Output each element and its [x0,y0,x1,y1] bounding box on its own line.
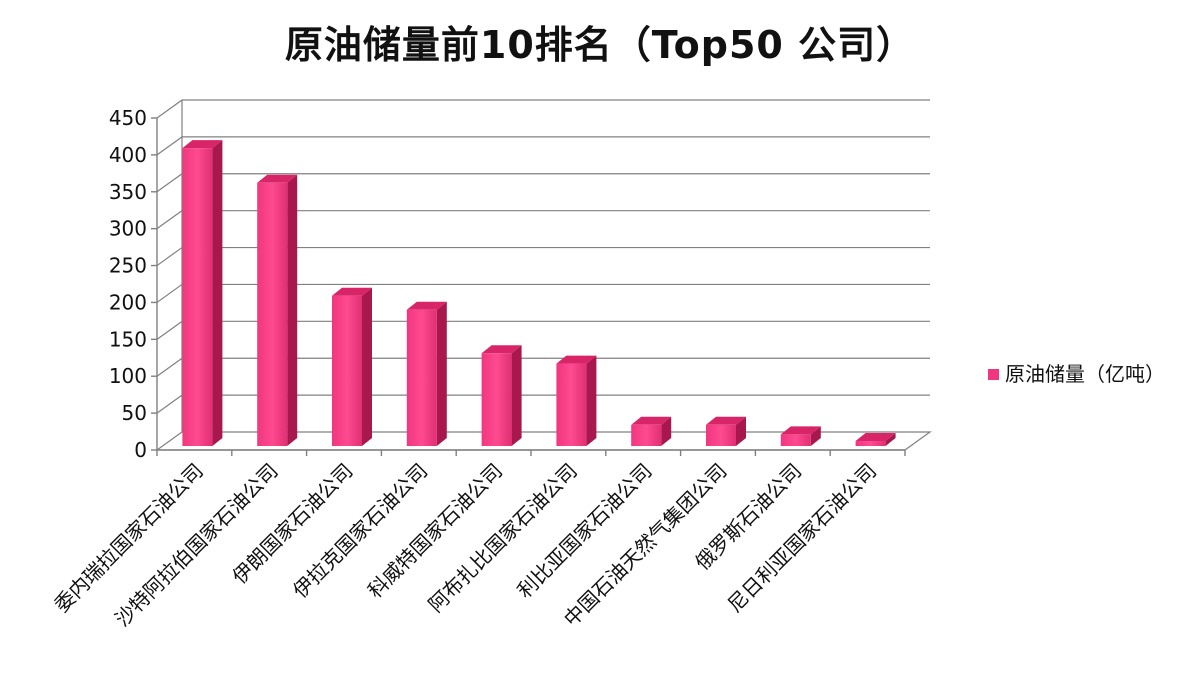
bar [780,426,821,446]
bar [406,301,447,446]
chart-title: 原油储量前10排名（Top50 公司） [284,23,916,67]
bar-side [212,140,223,446]
x-category-label: 利比亚国家石油公司 [512,459,656,603]
bar-side [511,345,522,446]
gridline-side [156,394,183,414]
bar-front [631,424,662,446]
gridline-side [156,99,183,119]
gridlines [156,99,930,432]
y-tick-label: 300 [109,217,147,241]
bar-side [736,416,746,446]
bar-front [780,434,811,446]
gridline-side [156,210,183,230]
x-category-labels: 委内瑞拉国家石油公司沙特阿拉伯国家石油公司伊朗国家石油公司伊拉克国家石油公司科威… [50,459,882,632]
bar-top [257,174,298,183]
x-category-label: 阿布扎比国家石油公司 [424,459,582,617]
y-tick-label: 150 [109,327,147,351]
bar-front [706,424,736,446]
gridline-side [156,320,183,340]
bar [257,174,298,446]
x-category-label: 委内瑞拉国家石油公司 [50,459,208,617]
bar-top [780,426,821,435]
y-tick-label: 50 [122,401,147,425]
y-tick-label: 450 [109,106,147,130]
bar [182,140,223,446]
bar-side [661,416,672,446]
bar-top [631,416,672,425]
y-tick-label: 0 [134,438,147,462]
bar-side [810,426,821,446]
x-category-label: 伊拉克国家石油公司 [288,459,432,603]
gridline-side [156,247,183,267]
bar-front [406,309,437,446]
bar-side [287,174,298,446]
bar [481,345,522,446]
gridline-side [156,136,183,156]
x-category-label: 尼日利亚国家石油公司 [723,459,881,617]
y-tick-label: 100 [109,364,147,388]
bar-top [182,140,223,149]
gridline-side [156,173,183,193]
bar-side [362,287,372,446]
gridline-side [156,283,183,303]
x-category-label: 科威特国家石油公司 [363,459,507,603]
bar-top [855,433,896,442]
bar-side [586,355,597,446]
y-tick-label: 400 [109,143,147,167]
y-tick-label: 200 [109,290,147,314]
bar-front [556,363,587,446]
y-tick-label: 250 [109,254,147,278]
bar-top [406,301,447,310]
bar-front [182,148,213,446]
y-tick-labels: 0 50 100 150 200 250 300 350 400 450 [109,106,147,462]
bar-side [436,301,447,446]
bar-front [481,353,512,446]
bar-front [855,441,886,446]
axes [151,117,906,456]
bar [332,287,372,446]
bar [855,433,896,446]
bar-side [885,433,896,446]
legend-label: 原油储量（亿吨） [1005,362,1165,386]
bar-front [257,182,288,446]
gridline-side [156,357,183,377]
y-tick-label: 350 [109,180,147,204]
bar [706,416,746,446]
legend: 原油储量（亿吨） [988,362,1165,386]
bar-top [556,355,597,364]
bar-top [706,416,746,425]
bar-front [332,295,362,446]
bar [631,416,672,446]
bar-top [481,345,522,354]
bars [182,140,896,446]
legend-swatch [988,369,999,380]
bar [556,355,597,446]
bar-top [332,287,372,296]
